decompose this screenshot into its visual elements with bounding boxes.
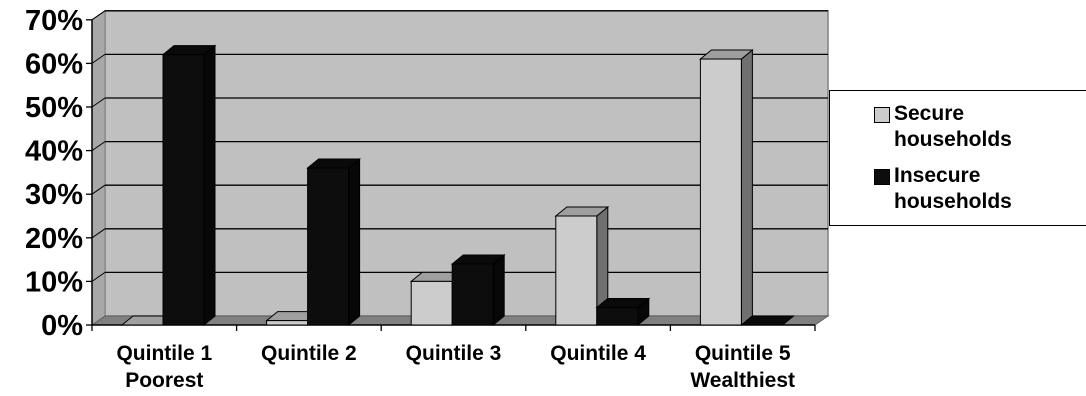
- bar-insecure-q4: [595, 297, 651, 327]
- legend-label-insecure: Insecure households: [894, 164, 1012, 213]
- gridline-side: [91, 184, 106, 195]
- bar-insecure-q3: [450, 253, 506, 327]
- bar-secure-q4: [554, 205, 610, 327]
- legend-swatch-secure: [874, 107, 890, 123]
- bar-insecure-q1: [161, 44, 217, 327]
- gridline-side: [91, 97, 106, 108]
- bar-secure-q5: [698, 48, 754, 327]
- x-axis-ticks: Quintile 1 Poorest Quintile 2 Quintile 3 Qui…: [116, 342, 795, 392]
- bar-insecure-q5: [739, 315, 795, 326]
- side-wall: [91, 9, 106, 326]
- x-tick-label: Quintile 1 Poorest: [116, 342, 212, 392]
- y-tick-label: 40%: [25, 136, 83, 168]
- gridline-side: [91, 53, 106, 64]
- gridline-side: [91, 10, 106, 21]
- x-tick-label: Quintile 4: [550, 342, 646, 365]
- bars: [120, 44, 795, 327]
- legend: Secure households Insecure households: [829, 90, 1086, 226]
- y-tick-label: 10%: [25, 266, 83, 298]
- gridline-side: [91, 141, 106, 152]
- x-tick-label: Quintile 5 Wealthiest: [690, 342, 795, 392]
- x-tick-label: Quintile 2: [261, 342, 357, 365]
- y-tick-label: 50%: [25, 92, 83, 124]
- y-tick-label: 30%: [25, 179, 83, 211]
- y-tick-label: 20%: [25, 223, 83, 255]
- y-tick-label: 70%: [25, 5, 83, 37]
- gridline-side: [91, 228, 106, 239]
- gridline-side: [91, 271, 106, 282]
- x-tick-label: Quintile 3: [406, 342, 502, 365]
- y-tick-label: 60%: [25, 48, 83, 80]
- bar-insecure-q2: [306, 157, 362, 327]
- y-axis-ticks: 0% 10% 20% 30% 40% 50% 60% 70%: [25, 5, 83, 342]
- legend-label-secure: Secure households: [894, 102, 1012, 151]
- y-tick-label: 0%: [41, 310, 83, 342]
- legend-swatch-insecure: [874, 169, 890, 185]
